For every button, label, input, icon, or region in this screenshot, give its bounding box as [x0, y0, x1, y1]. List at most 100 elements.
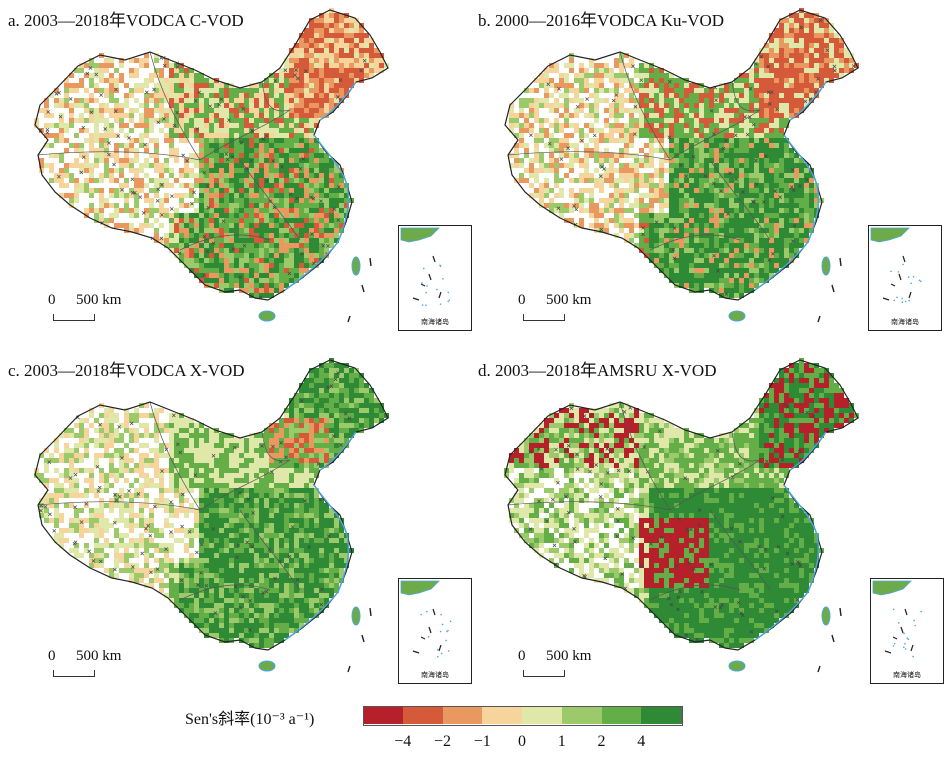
raster-cell: [824, 43, 829, 48]
raster-cell: [824, 33, 829, 38]
raster-cell: [774, 73, 779, 78]
raster-cell: [219, 438, 224, 443]
raster-cell: [779, 158, 784, 163]
raster-cell: [289, 258, 294, 263]
raster-cell: [304, 258, 309, 263]
raster-cell: [324, 453, 329, 458]
raster-cell: [664, 113, 669, 118]
raster-cell: [569, 123, 574, 128]
raster-cell: [239, 188, 244, 193]
raster-cell: [124, 203, 129, 208]
raster-cell: [329, 93, 334, 98]
raster-cell: [204, 188, 209, 193]
raster-cell: [209, 243, 214, 248]
raster-cell: [194, 133, 199, 138]
raster-cell: [259, 208, 264, 213]
raster-cell: [689, 208, 694, 213]
raster-cell: [119, 58, 124, 63]
raster-cell: [79, 433, 84, 438]
raster-cell: [799, 243, 804, 248]
raster-cell: [284, 118, 289, 123]
raster-cell: [794, 158, 799, 163]
raster-cell: [809, 203, 814, 208]
raster-cell: [329, 68, 334, 73]
raster-cell: [544, 98, 549, 103]
raster-cell: [309, 373, 314, 378]
significance-mark: [85, 71, 90, 76]
raster-cell: [644, 118, 649, 123]
raster-cell: [799, 188, 804, 193]
significance-mark: [120, 187, 124, 192]
raster-cell: [304, 248, 309, 253]
significance-mark: [202, 273, 206, 278]
raster-cell: [254, 203, 259, 208]
raster-cell: [664, 268, 669, 273]
raster-cell: [699, 203, 704, 208]
raster-cell: [834, 48, 839, 53]
raster-cell: [369, 63, 374, 68]
raster-cell: [264, 153, 269, 158]
raster-cell: [649, 183, 654, 188]
raster-cell: [219, 268, 224, 273]
raster-cell: [794, 93, 799, 98]
raster-cell: [49, 143, 54, 148]
raster-cell: [704, 188, 709, 193]
raster-cell: [349, 423, 354, 428]
raster-cell: [299, 223, 304, 228]
raster-cell: [129, 418, 134, 423]
raster-cell: [184, 73, 189, 78]
raster-cell: [294, 203, 299, 208]
raster-cell: [79, 183, 84, 188]
raster-cell: [274, 183, 279, 188]
raster-cell: [174, 103, 179, 108]
significance-mark: [225, 157, 230, 162]
raster-cell: [289, 453, 294, 458]
raster-cell: [834, 68, 839, 73]
raster-cell: [679, 128, 684, 133]
raster-cell: [709, 218, 714, 223]
raster-cell: [599, 73, 604, 78]
raster-cell: [239, 153, 244, 158]
raster-cell: [674, 208, 679, 213]
raster-cell: [309, 133, 314, 138]
raster-cell: [279, 138, 284, 143]
raster-cell: [734, 263, 739, 268]
raster-cell: [209, 428, 214, 433]
raster-cell: [349, 418, 354, 423]
raster-cell: [679, 263, 684, 268]
raster-cell: [154, 53, 159, 58]
raster-cell: [274, 263, 279, 268]
raster-cell: [309, 443, 314, 448]
raster-cell: [759, 68, 764, 73]
raster-cell: [599, 178, 604, 183]
raster-cell: [349, 83, 354, 88]
raster-cell: [214, 213, 219, 218]
raster-cell: [189, 433, 194, 438]
raster-cell: [269, 118, 274, 123]
raster-cell: [314, 383, 319, 388]
raster-cell: [524, 123, 529, 128]
raster-cell: [754, 258, 759, 263]
raster-cell: [624, 223, 629, 228]
raster-cell: [184, 238, 189, 243]
raster-cell: [259, 123, 264, 128]
raster-cell: [764, 183, 769, 188]
significance-mark: [89, 110, 94, 115]
raster-cell: [74, 453, 79, 458]
significance-mark: [766, 64, 771, 69]
raster-cell: [259, 438, 264, 443]
raster-cell: [709, 128, 714, 133]
raster-cell: [784, 63, 789, 68]
raster-cell: [309, 243, 314, 248]
raster-cell: [579, 158, 584, 163]
raster-cell: [354, 428, 359, 433]
raster-cell: [289, 123, 294, 128]
raster-cell: [694, 238, 699, 243]
raster-cell: [749, 243, 754, 248]
significance-mark: [773, 189, 777, 193]
raster-cell: [339, 383, 344, 388]
raster-cell: [329, 88, 334, 93]
raster-cell: [764, 193, 769, 198]
raster-cell: [804, 233, 809, 238]
raster-cell: [249, 143, 254, 148]
